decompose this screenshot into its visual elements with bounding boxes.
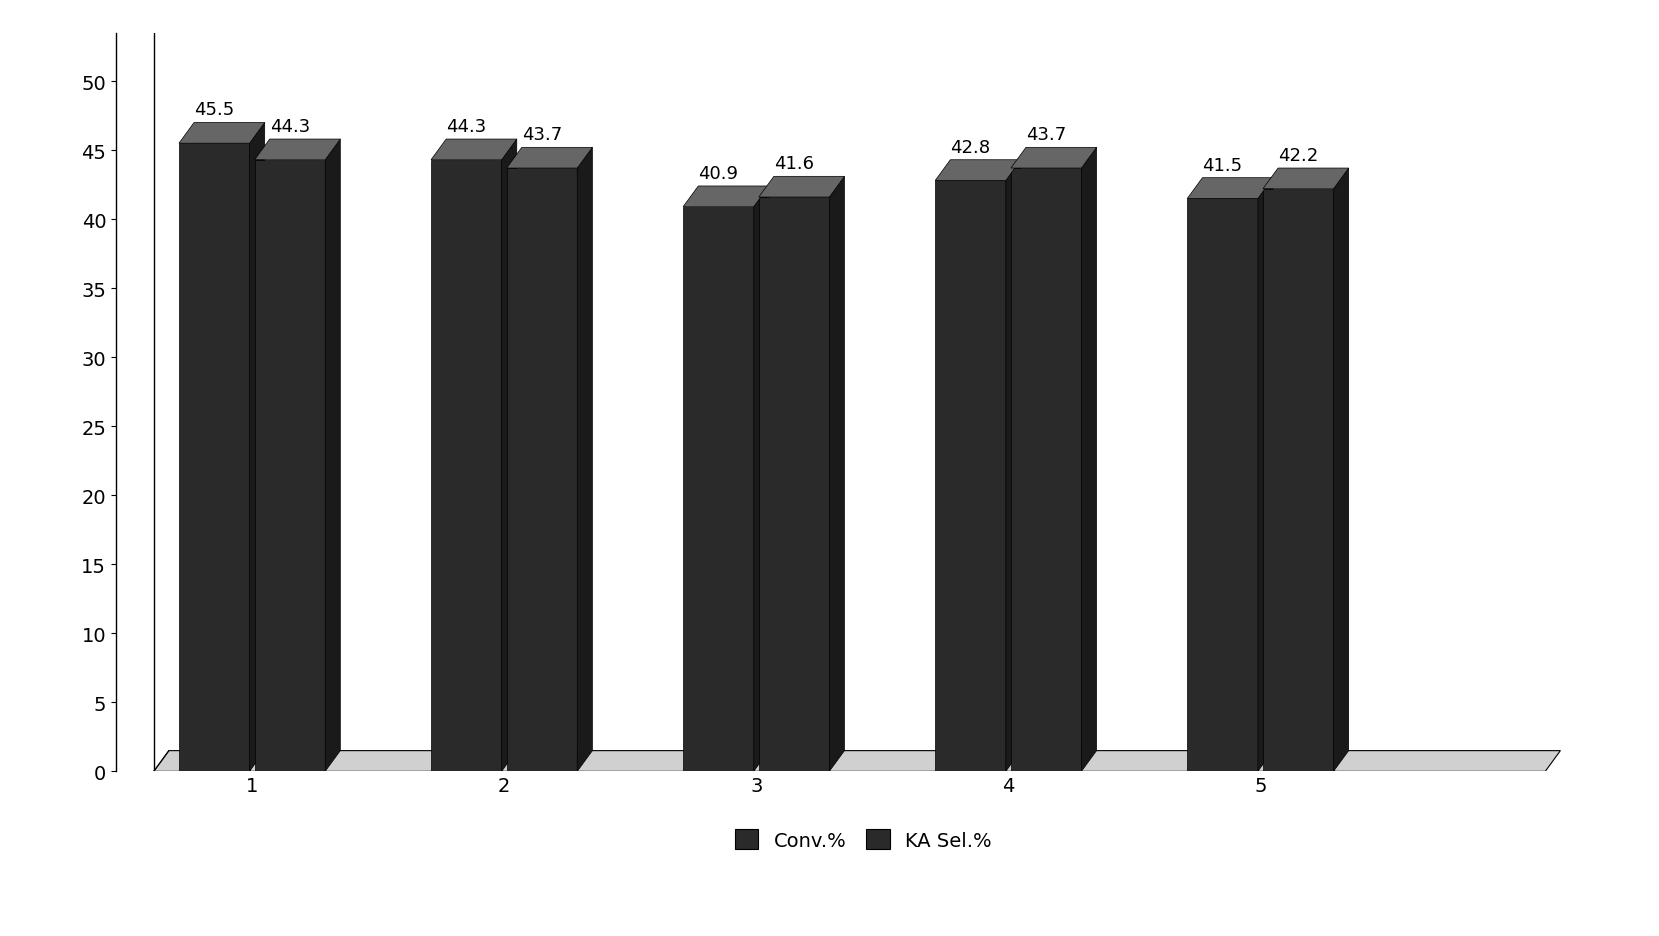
Polygon shape [1010, 148, 1097, 168]
Polygon shape [506, 148, 592, 168]
Bar [1262, 190, 1334, 771]
Polygon shape [254, 139, 340, 161]
Bar [254, 161, 325, 771]
Polygon shape [758, 177, 844, 197]
Text: 42.2: 42.2 [1277, 147, 1319, 165]
Polygon shape [249, 124, 265, 771]
Polygon shape [1005, 161, 1020, 771]
Polygon shape [431, 139, 516, 161]
Bar [179, 144, 249, 771]
Polygon shape [325, 139, 340, 771]
Polygon shape [753, 187, 768, 771]
Bar [431, 161, 501, 771]
Bar [506, 168, 577, 771]
Polygon shape [1082, 148, 1097, 771]
Polygon shape [179, 124, 265, 144]
Bar [936, 182, 1005, 771]
Polygon shape [936, 161, 1020, 182]
Text: 41.6: 41.6 [775, 155, 815, 173]
Legend: Conv.%, KA Sel.%: Conv.%, KA Sel.% [727, 822, 999, 857]
Text: 44.3: 44.3 [446, 118, 486, 136]
Polygon shape [501, 139, 516, 771]
Polygon shape [1334, 168, 1349, 771]
Bar [758, 197, 830, 771]
Text: 43.7: 43.7 [523, 126, 562, 144]
Text: 43.7: 43.7 [1025, 126, 1067, 144]
Bar [684, 208, 753, 771]
Bar [1188, 199, 1258, 771]
Text: 42.8: 42.8 [951, 139, 990, 156]
Polygon shape [1188, 179, 1272, 199]
Polygon shape [830, 177, 844, 771]
Polygon shape [154, 751, 1561, 771]
Polygon shape [1262, 168, 1349, 190]
Bar [1010, 168, 1082, 771]
Polygon shape [577, 148, 592, 771]
Text: 40.9: 40.9 [698, 165, 738, 183]
Polygon shape [1258, 179, 1272, 771]
Text: 44.3: 44.3 [270, 118, 310, 136]
Polygon shape [684, 187, 768, 208]
Text: 45.5: 45.5 [194, 101, 234, 119]
Text: 41.5: 41.5 [1203, 156, 1243, 174]
